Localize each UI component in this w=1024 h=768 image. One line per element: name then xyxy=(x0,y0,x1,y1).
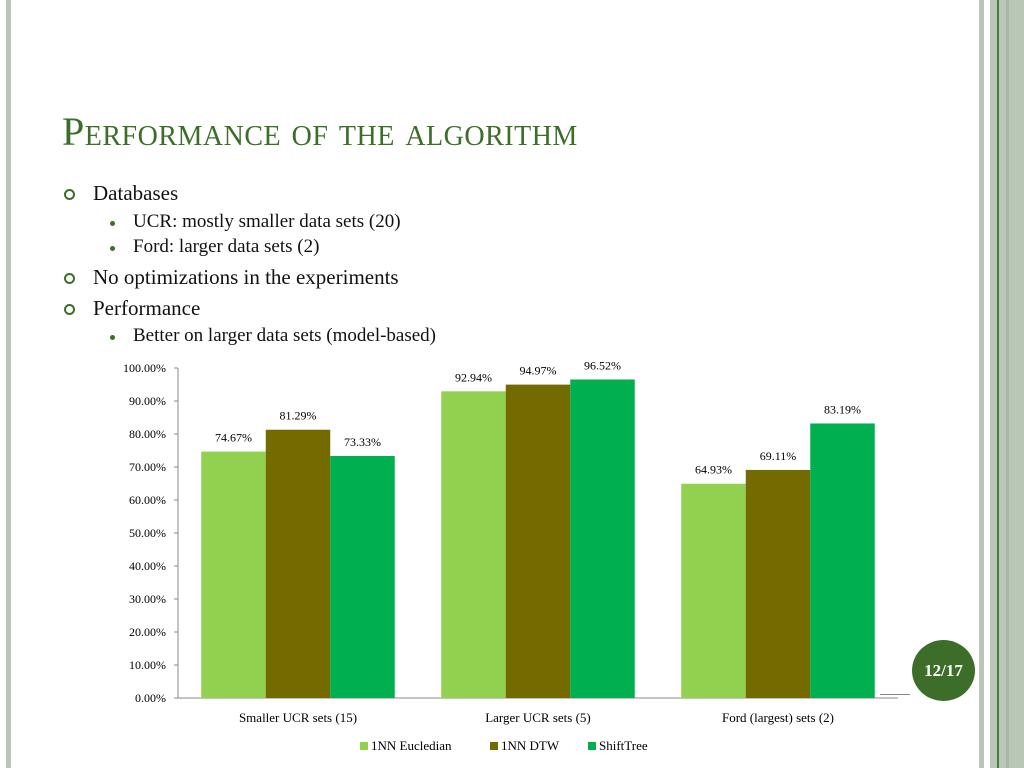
bullet: Databases xyxy=(64,181,179,206)
data-label: 94.97% xyxy=(520,364,557,378)
bar xyxy=(745,469,811,698)
bullet-text: Databases xyxy=(93,181,179,205)
y-tick-label: 20.00% xyxy=(129,625,166,639)
data-label: 81.29% xyxy=(280,409,317,423)
bullet-text: Better on larger data sets (model-based) xyxy=(133,325,437,346)
bullet-text: UCR: mostly smaller data sets (20) xyxy=(133,211,401,232)
y-tick-label: 90.00% xyxy=(129,394,166,408)
ring-bullet-icon xyxy=(64,304,75,315)
legend-swatch xyxy=(360,742,368,750)
y-tick-label: 10.00% xyxy=(129,658,166,672)
data-label: 69.11% xyxy=(760,449,797,463)
bar xyxy=(570,379,635,698)
sub-bullet: Ford: larger data sets (2) xyxy=(110,236,320,258)
dot-bullet-icon xyxy=(110,246,115,251)
bullet-text: No optimizations in the experiments xyxy=(93,265,399,289)
data-label: 92.94% xyxy=(455,370,492,384)
y-tick-label: 30.00% xyxy=(129,592,166,606)
page-number-badge: 12/17 xyxy=(912,640,975,701)
ring-bullet-icon xyxy=(64,273,75,284)
data-label: 74.67% xyxy=(215,431,252,445)
bar xyxy=(201,451,266,698)
bar xyxy=(810,423,875,698)
bar xyxy=(681,483,746,698)
sub-bullet: Better on larger data sets (model-based) xyxy=(110,325,437,347)
data-label: 64.93% xyxy=(695,463,732,477)
bar xyxy=(330,456,395,698)
footer-line xyxy=(880,694,910,695)
x-tick-label: Larger UCR sets (5) xyxy=(485,710,591,725)
y-tick-label: 70.00% xyxy=(129,460,166,474)
legend-label: 1NN Eucledian xyxy=(371,738,452,753)
bullet: Performance xyxy=(64,296,201,321)
y-tick-label: 100.00% xyxy=(123,361,166,375)
bar xyxy=(441,391,506,698)
data-label: 83.19% xyxy=(824,402,861,416)
data-label: 96.52% xyxy=(584,358,621,372)
bar xyxy=(265,429,331,698)
bullet-text: Performance xyxy=(93,296,201,320)
y-tick-label: 0.00% xyxy=(135,691,166,705)
ring-bullet-icon xyxy=(64,189,75,200)
y-tick-label: 60.00% xyxy=(129,493,166,507)
slide-title: Performance of the algorithm xyxy=(62,109,578,154)
legend-label: 1NN DTW xyxy=(501,738,560,753)
dot-bullet-icon xyxy=(110,335,115,340)
legend-swatch xyxy=(490,742,498,750)
right-border-stripe xyxy=(979,0,984,768)
y-tick-label: 50.00% xyxy=(129,526,166,540)
data-label: 73.33% xyxy=(344,435,381,449)
right-border-line xyxy=(1006,0,1009,768)
sub-bullet: UCR: mostly smaller data sets (20) xyxy=(110,211,401,233)
y-tick-label: 40.00% xyxy=(129,559,166,573)
dot-bullet-icon xyxy=(110,221,115,226)
legend-label: ShiftTree xyxy=(599,738,648,753)
y-tick-label: 80.00% xyxy=(129,427,166,441)
bullet-text: Ford: larger data sets (2) xyxy=(133,236,320,257)
x-tick-label: Smaller UCR sets (15) xyxy=(239,710,357,725)
right-border-line xyxy=(997,0,999,768)
legend-swatch xyxy=(588,742,596,750)
bar xyxy=(505,384,571,698)
x-tick-label: Ford (largest) sets (2) xyxy=(722,710,834,725)
left-border-stripe xyxy=(6,0,11,768)
bullet: No optimizations in the experiments xyxy=(64,265,399,290)
